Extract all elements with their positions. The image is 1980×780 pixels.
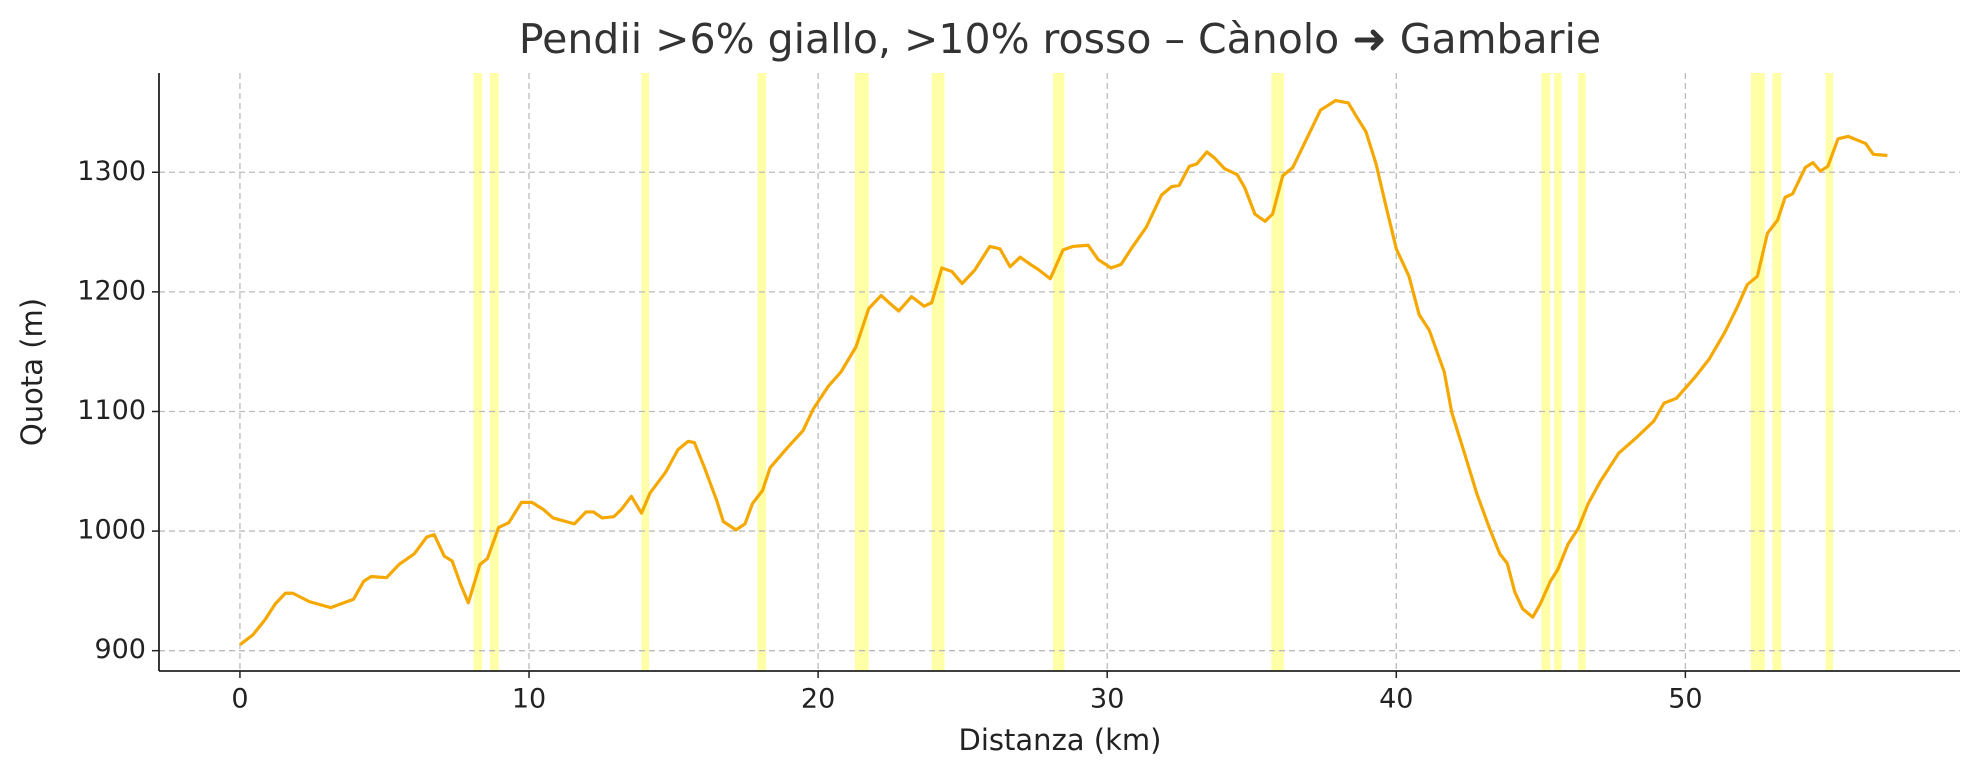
slope-highlight [1750,73,1765,671]
y-tick-label: 1300 [77,156,146,187]
slope-highlight [473,73,483,671]
y-tick-label: 900 [94,634,146,665]
y-axis-label: Quota (m) [15,298,49,446]
slope-highlight [1052,73,1065,671]
elevation-line [238,98,1888,646]
slope-highlight [490,73,499,671]
y-tick-label: 1200 [77,275,146,306]
x-tick-label: 10 [512,684,546,715]
slope-highlight [1825,73,1834,671]
chart-title: Pendii >6% giallo, >10% rosso – Cànolo ➜… [519,15,1601,63]
y-tick-label: 1100 [77,395,146,426]
slope-highlight [1578,73,1586,671]
slope-highlight [1772,73,1782,671]
x-tick-label: 20 [801,684,835,715]
x-tick-label: 0 [231,684,248,715]
y-tick-label: 1000 [77,515,146,546]
slope-highlight [1271,73,1284,671]
x-tick-label: 40 [1379,684,1413,715]
slope-highlight [854,73,869,671]
slope-highlight [1541,73,1551,671]
slope-highlight [641,73,649,671]
x-tick-label: 30 [1090,684,1124,715]
slope-highlight [931,73,945,671]
slope-highlight [1554,73,1562,671]
x-axis-label: Distanza (km) [959,723,1162,757]
slope-highlight [757,73,767,671]
x-tick-label: 50 [1668,684,1702,715]
